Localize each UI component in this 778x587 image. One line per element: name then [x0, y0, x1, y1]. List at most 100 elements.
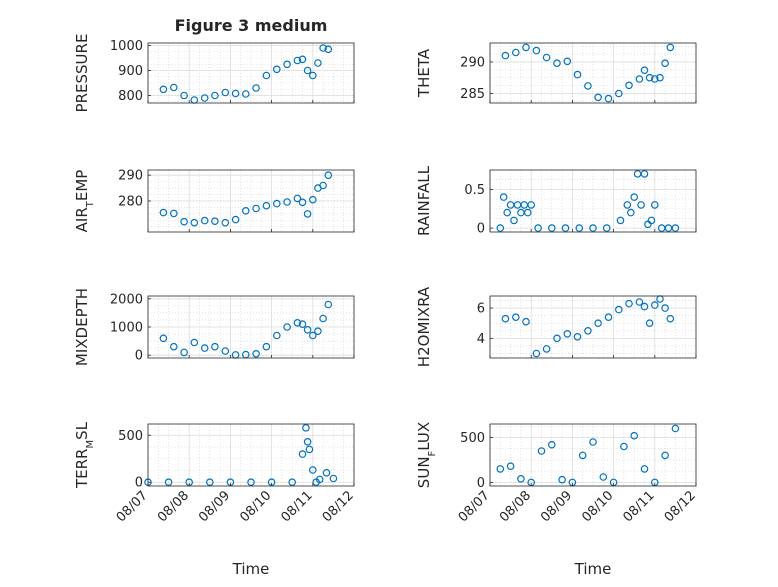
data-point — [537, 447, 546, 455]
axes-box — [489, 42, 697, 104]
data-point — [262, 342, 271, 351]
data-point — [302, 423, 310, 432]
data-point — [575, 224, 584, 232]
data-point — [666, 43, 675, 52]
y-tick-label: 900 — [118, 64, 143, 79]
data-point — [190, 338, 199, 347]
data-point — [584, 326, 592, 335]
data-point — [314, 327, 322, 336]
data-point — [180, 348, 188, 357]
data-point — [180, 217, 188, 226]
data-point — [573, 332, 582, 341]
data-point — [661, 59, 669, 68]
axes-box — [147, 42, 355, 104]
data-point — [221, 88, 230, 97]
data-point — [522, 43, 530, 52]
data-point — [211, 342, 219, 351]
data-point — [159, 85, 168, 94]
data-point — [211, 91, 219, 100]
data-point — [645, 73, 654, 82]
data-point — [630, 431, 639, 440]
data-point — [329, 474, 338, 483]
data-point — [542, 345, 551, 353]
data-point — [252, 349, 260, 358]
data-point — [563, 57, 572, 66]
y-tick-label: 290 — [118, 169, 143, 184]
y-tick-label: 4 — [477, 332, 485, 347]
data-point — [604, 313, 613, 322]
data-point — [561, 224, 570, 232]
data-point — [503, 208, 512, 217]
y-tick-label: 0 — [477, 476, 485, 491]
data-point — [650, 201, 659, 209]
data-point — [315, 475, 324, 484]
data-point — [640, 66, 649, 75]
x-tick-label: 08/10 — [237, 488, 274, 525]
data-point — [283, 60, 291, 69]
data-point — [308, 331, 317, 340]
data-point — [650, 301, 659, 309]
data-point — [288, 478, 297, 487]
y-axis-label: SUNFLUX — [415, 422, 438, 488]
axes-box — [147, 423, 355, 487]
data-point — [308, 466, 317, 474]
x-tick-label: 08/08 — [497, 488, 534, 525]
data-point — [547, 440, 556, 449]
data-point — [170, 83, 178, 92]
data-point — [283, 198, 291, 206]
data-point — [671, 424, 680, 433]
data-point — [200, 94, 209, 102]
data-point — [532, 349, 541, 358]
data-point — [510, 216, 518, 225]
data-point — [506, 462, 515, 471]
data-point — [640, 170, 649, 178]
x-tick-label: 08/09 — [538, 488, 575, 525]
data-point — [542, 53, 551, 62]
y-tick-label: 6 — [477, 302, 485, 317]
data-point — [252, 204, 260, 213]
subplot-1: 800 900 1000 — [110, 39, 355, 104]
data-point — [620, 442, 628, 451]
data-point — [661, 304, 669, 312]
x-tick-label: 08/08 — [155, 488, 192, 525]
data-point — [604, 94, 613, 103]
y-tick-label: 1000 — [110, 39, 143, 54]
data-point — [666, 314, 675, 323]
data-point — [231, 215, 240, 224]
data-point — [221, 347, 230, 355]
data-point — [159, 208, 168, 217]
data-point — [534, 224, 542, 232]
x-tick-label: 08/09 — [196, 488, 233, 525]
data-point — [170, 209, 178, 218]
data-point — [293, 194, 302, 203]
data-point — [527, 201, 536, 209]
data-point — [298, 55, 307, 64]
data-point — [640, 302, 649, 311]
data-point — [616, 216, 625, 225]
data-point — [272, 65, 281, 74]
data-point — [499, 193, 508, 201]
data-point — [496, 224, 505, 232]
data-point — [645, 319, 654, 328]
data-point — [589, 224, 597, 232]
data-point — [319, 181, 327, 190]
subplot-6: 46 — [477, 295, 697, 359]
data-point — [614, 89, 623, 98]
y-axis-label: H2OMIXRA — [415, 286, 433, 367]
data-point — [159, 334, 168, 343]
data-point — [319, 314, 327, 323]
data-point — [626, 208, 635, 217]
data-point — [517, 474, 525, 483]
data-point — [584, 82, 592, 90]
y-tick-label: 290 — [460, 55, 485, 70]
data-point — [272, 199, 281, 208]
y-tick-label: 0 — [135, 349, 143, 364]
y-axis-label: THETA — [415, 48, 433, 98]
data-point — [647, 216, 656, 225]
y-tick-label: 2000 — [110, 292, 143, 307]
data-point — [324, 45, 333, 54]
data-point — [594, 319, 602, 328]
data-point — [303, 437, 312, 446]
data-point — [200, 344, 209, 352]
